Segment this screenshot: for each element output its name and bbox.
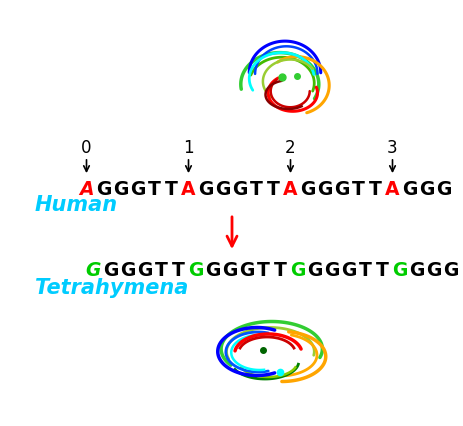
Text: G: G — [341, 260, 356, 279]
Text: G: G — [232, 180, 247, 199]
Text: G: G — [113, 180, 128, 199]
Text: T: T — [369, 180, 382, 199]
Text: G: G — [120, 260, 135, 279]
Text: G: G — [436, 180, 451, 199]
Text: G: G — [419, 180, 434, 199]
Text: T: T — [148, 180, 161, 199]
Text: G: G — [103, 260, 118, 279]
Text: G: G — [222, 260, 237, 279]
Text: G: G — [137, 260, 152, 279]
Text: T: T — [165, 180, 178, 199]
Text: G: G — [334, 180, 349, 199]
Text: T: T — [359, 260, 372, 279]
Text: Tetrahymena: Tetrahymena — [35, 277, 188, 297]
Text: G: G — [409, 260, 424, 279]
Text: G: G — [86, 260, 101, 279]
Text: 1: 1 — [183, 139, 194, 157]
Text: G: G — [324, 260, 339, 279]
Text: G: G — [205, 260, 220, 279]
Text: 3: 3 — [387, 139, 398, 157]
Text: G: G — [307, 260, 322, 279]
Text: A: A — [385, 180, 400, 199]
Text: G: G — [215, 180, 230, 199]
Text: A: A — [283, 180, 298, 199]
Text: A: A — [79, 180, 94, 199]
Text: G: G — [96, 180, 111, 199]
Text: 0: 0 — [81, 139, 92, 157]
Text: G: G — [443, 260, 458, 279]
Text: G: G — [426, 260, 441, 279]
Text: G: G — [290, 260, 305, 279]
Text: T: T — [155, 260, 168, 279]
Text: G: G — [130, 180, 145, 199]
Text: G: G — [300, 180, 315, 199]
Text: Human: Human — [35, 195, 118, 215]
Text: T: T — [274, 260, 287, 279]
Text: T: T — [376, 260, 389, 279]
Text: G: G — [392, 260, 407, 279]
Text: A: A — [181, 180, 196, 199]
Text: T: T — [257, 260, 270, 279]
Text: G: G — [239, 260, 254, 279]
Text: 2: 2 — [285, 139, 296, 157]
Text: T: T — [267, 180, 280, 199]
Text: G: G — [188, 260, 203, 279]
Text: T: T — [172, 260, 185, 279]
Text: G: G — [198, 180, 213, 199]
Text: T: T — [250, 180, 263, 199]
Text: G: G — [317, 180, 332, 199]
Text: T: T — [352, 180, 365, 199]
Text: G: G — [402, 180, 417, 199]
